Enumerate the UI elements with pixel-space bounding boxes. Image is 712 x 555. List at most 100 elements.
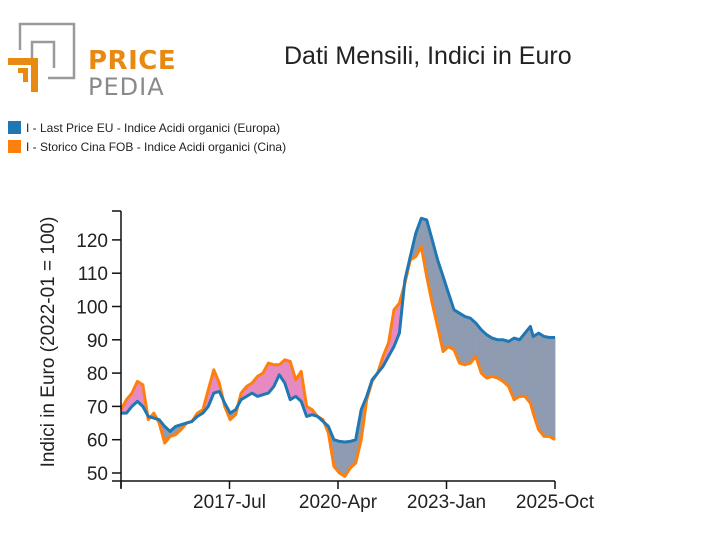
y-tick-label: 80	[87, 364, 108, 385]
legend-item-cina[interactable]: I - Storico Cina FOB - Indice Acidi orga…	[8, 137, 286, 156]
difference-fill-segment	[536, 333, 539, 430]
difference-fill-segment	[347, 441, 350, 472]
y-tick-label: 90	[87, 331, 108, 352]
difference-fill-segment	[459, 313, 462, 364]
difference-fill-segment	[349, 441, 352, 470]
difference-fill-segment	[433, 244, 436, 316]
difference-fill-segment	[466, 316, 469, 365]
y-tick-label: 50	[87, 464, 108, 485]
difference-fill-segment	[510, 339, 513, 396]
difference-fill-segment	[479, 327, 482, 373]
series-lines	[119, 216, 556, 478]
difference-fill-segment	[448, 291, 451, 348]
difference-fill-segment	[439, 266, 442, 345]
difference-fill-segment	[395, 305, 398, 343]
difference-fill-segment	[288, 360, 291, 400]
difference-fill-segment	[520, 336, 523, 397]
difference-fill-segment	[502, 339, 505, 383]
difference-fill-segment	[247, 384, 250, 396]
difference-fill-segment	[339, 441, 342, 475]
difference-fill-segment	[298, 372, 301, 401]
difference-fill-segment	[430, 232, 433, 301]
difference-fill-segment	[443, 276, 446, 352]
difference-fill-segment	[139, 382, 142, 405]
difference-fill-segment	[472, 320, 475, 361]
y-tick-label: 110	[78, 264, 108, 285]
difference-fill-segment	[508, 340, 512, 392]
difference-fill-segment	[265, 365, 268, 394]
difference-fill-segment	[550, 337, 553, 438]
difference-fill-segment	[260, 373, 263, 396]
difference-fill-segment	[482, 331, 485, 376]
difference-fill-segment	[551, 337, 554, 439]
x-tick-label: 2023-Jan	[407, 492, 486, 513]
difference-fills	[121, 218, 556, 477]
difference-fill-segment	[469, 317, 472, 364]
difference-fill-segment	[504, 340, 507, 384]
difference-fill-segment	[505, 340, 508, 386]
difference-fill-segment	[517, 339, 520, 398]
difference-fill-segment	[500, 339, 503, 381]
difference-fill-segment	[393, 307, 396, 347]
difference-fill-segment	[341, 441, 344, 476]
difference-fill-segment	[418, 221, 421, 252]
difference-fill-segment	[267, 363, 270, 394]
difference-fill-segment	[342, 441, 345, 477]
legend-label: I - Storico Cina FOB - Indice Acidi orga…	[26, 139, 287, 154]
difference-fill-segment	[438, 261, 441, 337]
difference-fill-segment	[287, 360, 290, 396]
difference-fill-segment	[512, 338, 515, 400]
difference-fill-segment	[262, 371, 265, 395]
difference-fill-segment	[535, 334, 538, 425]
difference-fill-segment	[553, 337, 556, 440]
legend-label: I - Last Price EU - Indice Acidi organic…	[26, 120, 281, 135]
difference-fill-segment	[352, 440, 355, 466]
difference-fill-segment	[351, 440, 354, 468]
y-tick-label: 120	[76, 231, 108, 252]
difference-fill-segment	[494, 338, 497, 378]
difference-fill-segment	[213, 371, 216, 395]
difference-fill-segment	[485, 334, 488, 378]
axes: 50 60 70 80 90 100 110 120 2017-Jul 2020-Apr 2023-…	[76, 210, 595, 513]
legend-item-europa[interactable]: I - Last Price EU - Indice Acidi organic…	[8, 118, 286, 137]
logo-text-price: PRICE	[88, 46, 177, 76]
difference-fill-segment	[454, 310, 457, 356]
difference-fill-segment	[484, 332, 487, 378]
difference-fill-segment	[441, 271, 444, 352]
difference-fill-segment	[456, 311, 459, 360]
difference-fill-segment	[490, 337, 493, 377]
difference-fill-segment	[527, 328, 530, 401]
difference-fill-segment	[545, 336, 548, 437]
difference-fill-segment	[431, 238, 434, 309]
difference-fill-segment	[434, 250, 438, 323]
difference-fill-segment	[540, 334, 543, 434]
difference-fill-segment	[481, 329, 484, 375]
difference-fill-segment	[533, 335, 536, 420]
difference-fill-segment	[334, 439, 337, 470]
x-tick-label: 2017-Jul	[193, 492, 266, 513]
y-axis-label: Indici in Euro (2022-01 = 100)	[38, 217, 59, 468]
difference-fill-segment	[471, 318, 474, 363]
difference-fill-segment	[474, 321, 477, 359]
difference-fill-segment	[257, 375, 260, 397]
difference-fill-segment	[346, 441, 349, 475]
difference-fill-segment	[264, 368, 267, 395]
difference-fill-segment	[497, 339, 500, 379]
chart-title: Dati Mensili, Indici in Euro	[284, 42, 572, 70]
difference-fill-segment	[489, 336, 492, 378]
difference-fill-segment	[272, 364, 275, 389]
difference-fill-segment	[436, 256, 439, 330]
difference-fill-segment	[420, 218, 423, 250]
logo-mark-icon	[8, 22, 76, 92]
difference-fill-segment	[522, 334, 525, 397]
difference-fill-segment	[259, 374, 262, 396]
difference-fill-segment	[507, 341, 510, 388]
difference-fill-segment	[487, 335, 490, 378]
difference-fill-segment	[528, 326, 531, 403]
difference-fill-segment	[282, 360, 285, 382]
difference-fill-segment	[296, 375, 299, 400]
series-line-europa	[121, 216, 555, 444]
difference-fill-segment	[344, 441, 347, 477]
difference-fill-segment	[270, 363, 273, 391]
